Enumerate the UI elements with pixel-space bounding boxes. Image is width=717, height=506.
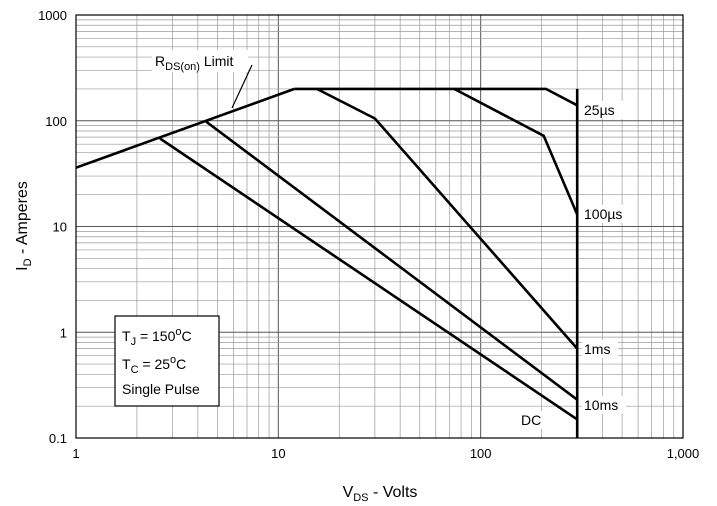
condition-tc: TC = 25oC: [122, 354, 186, 376]
x-tick-label: 1: [72, 446, 79, 461]
rds-limit-label: RDS(on) Limit: [155, 53, 234, 73]
label-bg-100us: [582, 205, 634, 223]
y-axis-title: ID - Amperes: [14, 181, 34, 271]
label-bg-dc: [518, 411, 548, 429]
x-tick-label: 100: [470, 446, 492, 461]
condition-single-pulse: Single Pulse: [122, 381, 200, 397]
label-25us: 25µs: [584, 102, 615, 118]
label-bg-1ms: [582, 340, 618, 358]
series-line-10ms: [205, 120, 578, 401]
series-line-100-s: [453, 87, 579, 216]
series-line-rds-on-limit: [75, 87, 295, 169]
y-tick-label: 1000: [38, 8, 67, 23]
label-bg-25us: [582, 101, 626, 119]
x-tick-label: 10: [271, 446, 285, 461]
condition-tj: TJ = 150oC: [122, 326, 192, 348]
conditions-box: [114, 315, 220, 407]
label-bg-10ms: [582, 396, 626, 414]
tick-labels: 1 10 100 1,000 0.1 1 10 100 1000: [38, 8, 699, 461]
label-10ms: 10ms: [584, 397, 618, 413]
x-tick-label: 1,000: [667, 446, 700, 461]
label-dc: DC: [521, 412, 541, 428]
label-1ms: 1ms: [584, 341, 610, 357]
series-layer: [75, 87, 579, 438]
series-line-dc: [159, 137, 578, 421]
y-tick-label: 0.1: [49, 431, 67, 446]
y-tick-label: 10: [53, 220, 67, 235]
rds-limit-leader: [231, 64, 253, 109]
series-line-25-s: [294, 87, 578, 107]
plot-frame: [75, 14, 684, 439]
y-tick-label: 100: [45, 114, 67, 129]
rds-limit-label-bg: [152, 50, 248, 72]
x-axis-title: VDS - Volts: [343, 484, 418, 504]
label-100us: 100µs: [584, 206, 622, 222]
y-tick-label: 1: [60, 325, 67, 340]
series-line-1ms: [316, 87, 579, 350]
